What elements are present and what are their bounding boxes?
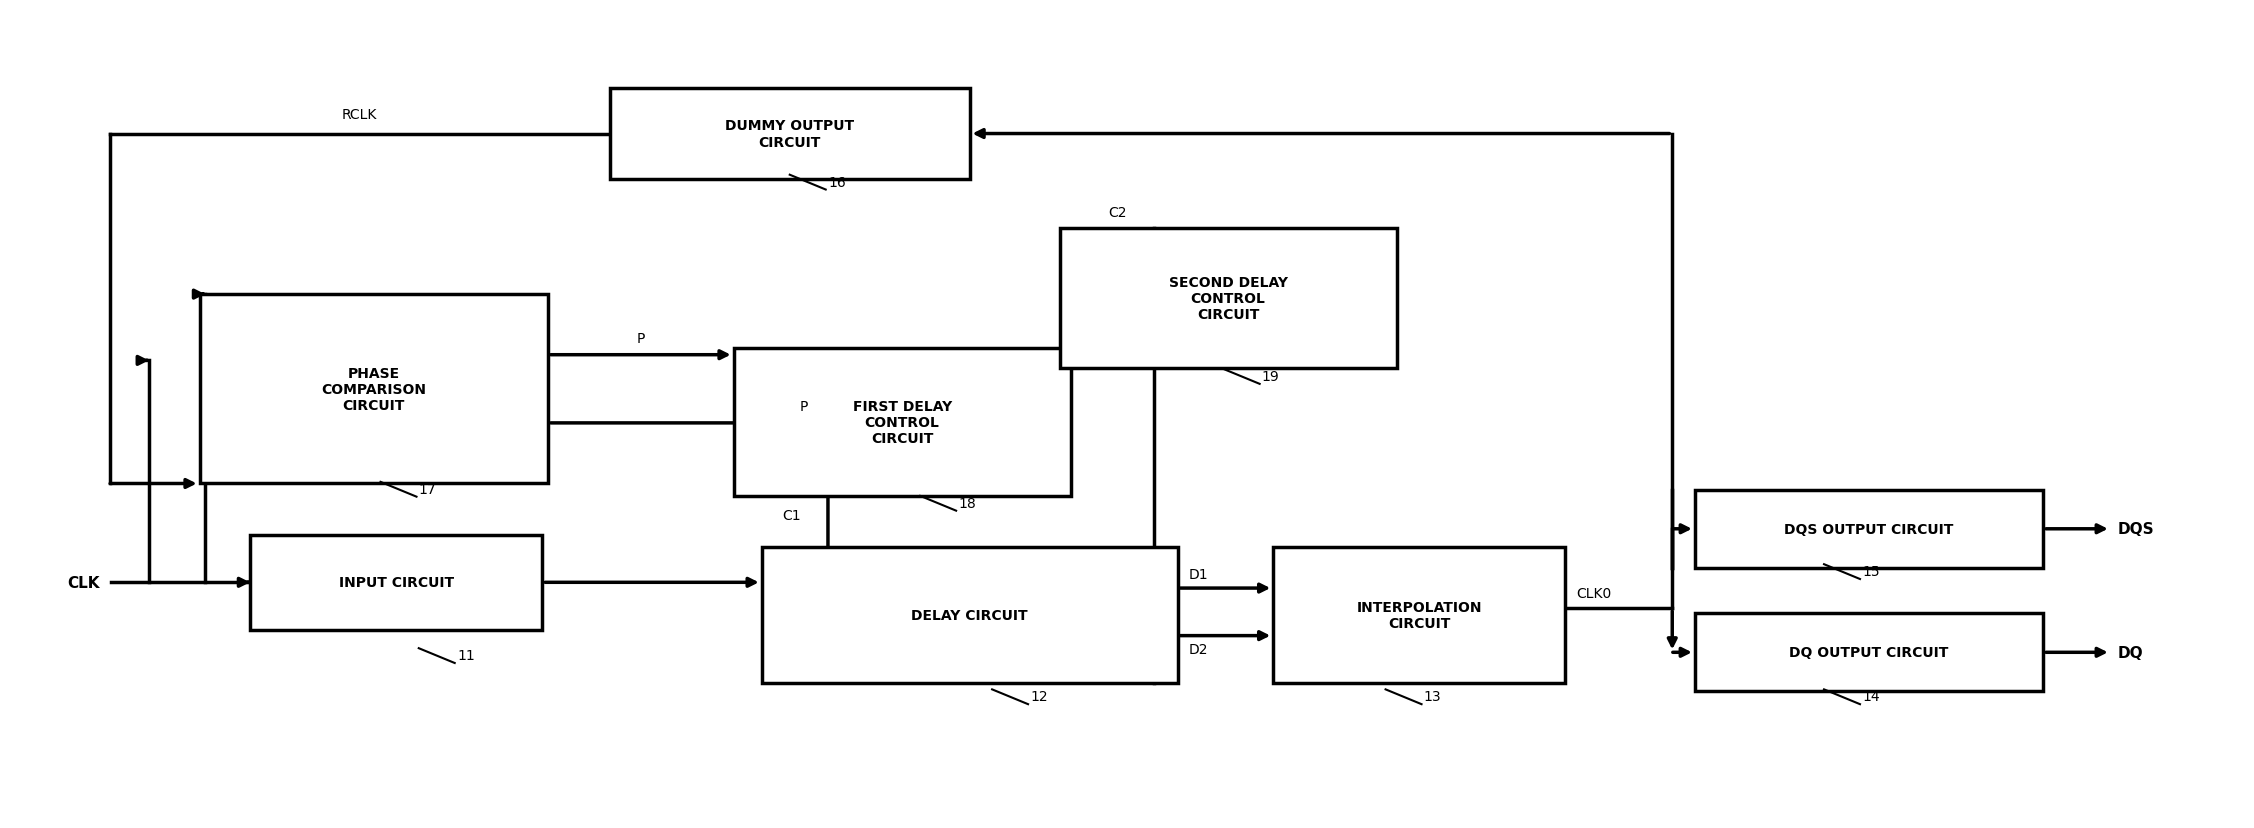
Text: DQ OUTPUT CIRCUIT: DQ OUTPUT CIRCUIT [1790, 646, 1950, 660]
Text: 12: 12 [1030, 690, 1048, 704]
Text: 19: 19 [1262, 369, 1280, 383]
Text: 15: 15 [1862, 565, 1880, 579]
FancyBboxPatch shape [250, 536, 543, 630]
Text: INTERPOLATION
CIRCUIT: INTERPOLATION CIRCUIT [1357, 600, 1483, 631]
FancyBboxPatch shape [733, 349, 1071, 496]
Text: C1: C1 [782, 508, 800, 522]
Text: 14: 14 [1862, 690, 1880, 704]
Text: INPUT CIRCUIT: INPUT CIRCUIT [338, 575, 453, 590]
Text: 13: 13 [1425, 690, 1440, 704]
Text: 17: 17 [419, 482, 437, 496]
Text: CLK: CLK [68, 575, 99, 590]
FancyBboxPatch shape [611, 89, 969, 180]
Text: FIRST DELAY
CONTROL
CIRCUIT: FIRST DELAY CONTROL CIRCUIT [852, 399, 951, 445]
Text: DUMMY OUTPUT
CIRCUIT: DUMMY OUTPUT CIRCUIT [726, 119, 854, 149]
Text: D2: D2 [1188, 643, 1208, 657]
Text: P: P [800, 400, 807, 413]
FancyBboxPatch shape [1695, 614, 2042, 691]
Text: D1: D1 [1188, 568, 1208, 582]
Text: DQS: DQS [2117, 522, 2155, 537]
Text: 16: 16 [827, 176, 845, 190]
Text: 18: 18 [958, 496, 976, 510]
FancyBboxPatch shape [1695, 490, 2042, 568]
Text: PHASE
COMPARISON
CIRCUIT: PHASE COMPARISON CIRCUIT [322, 366, 426, 412]
FancyBboxPatch shape [201, 295, 548, 484]
Text: DELAY CIRCUIT: DELAY CIRCUIT [911, 609, 1028, 623]
Text: RCLK: RCLK [343, 108, 376, 122]
Text: DQ: DQ [2117, 645, 2144, 660]
Text: P: P [636, 331, 645, 345]
Text: 11: 11 [458, 648, 476, 662]
FancyBboxPatch shape [1274, 547, 1567, 683]
Text: SECOND DELAY
CONTROL
CIRCUIT: SECOND DELAY CONTROL CIRCUIT [1168, 276, 1287, 322]
FancyBboxPatch shape [762, 547, 1177, 683]
Text: DQS OUTPUT CIRCUIT: DQS OUTPUT CIRCUIT [1785, 522, 1954, 537]
Text: C2: C2 [1109, 205, 1127, 219]
FancyBboxPatch shape [1059, 229, 1397, 368]
Text: CLK0: CLK0 [1578, 586, 1612, 600]
